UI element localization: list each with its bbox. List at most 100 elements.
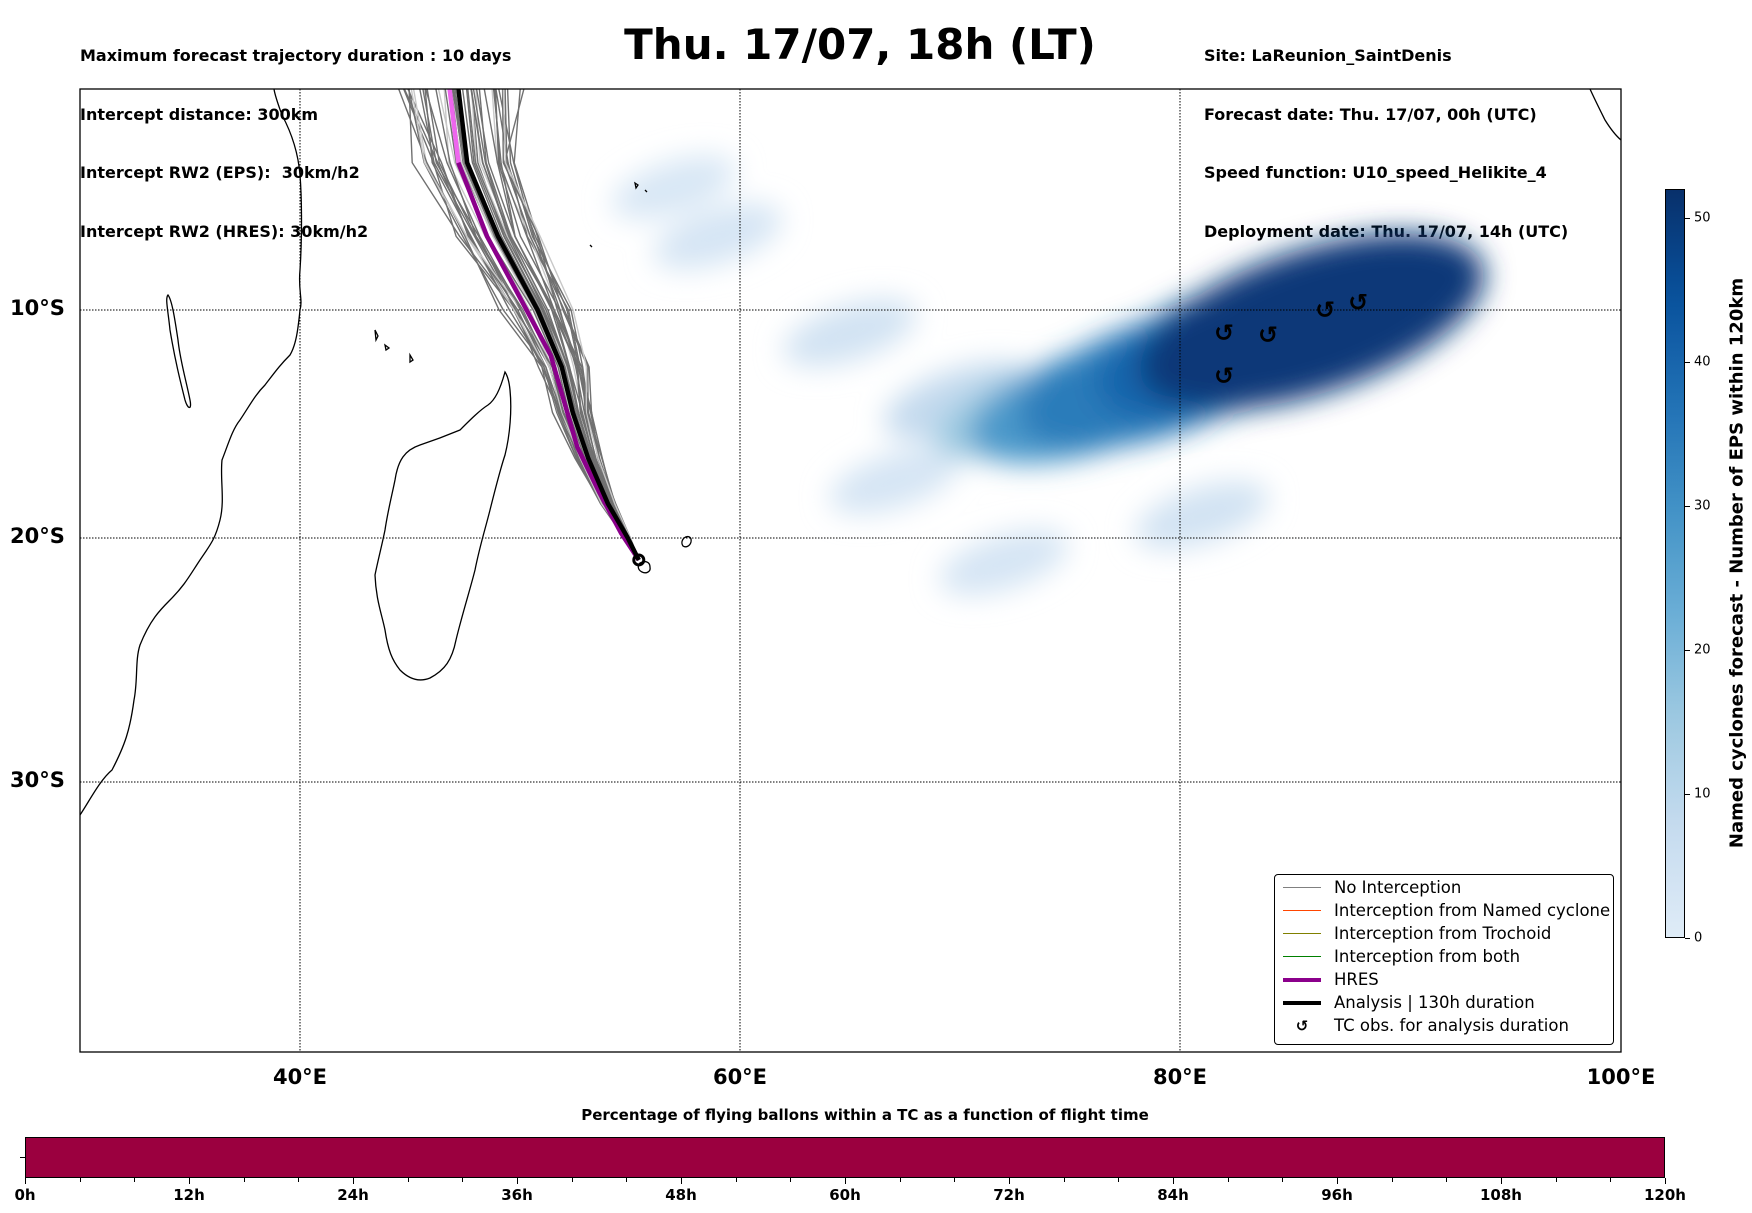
info-rw2-eps: Intercept RW2 (EPS): 30km/h2	[80, 163, 360, 182]
time-bar-title: Percentage of flying ballons within a TC…	[581, 1106, 1149, 1124]
time-bar-tick	[1063, 1178, 1065, 1182]
time-bar-tick-label: 84h	[1157, 1186, 1189, 1204]
legend-line-orange	[1283, 909, 1321, 912]
eps-trajectory	[494, 89, 640, 561]
legend-line-green	[1283, 955, 1321, 958]
eps-trajectory	[502, 89, 640, 561]
forecast-parameters: Maximum forecast trajectory duration : 1…	[80, 7, 511, 261]
info-max-duration: Maximum forecast trajectory duration : 1…	[80, 46, 512, 65]
time-bar-tick-label: 36h	[501, 1186, 533, 1204]
lon-label-80e: 80°E	[1152, 1065, 1208, 1089]
time-bar-tick-label: 120h	[1644, 1186, 1686, 1204]
colorbar-tick-label: 40	[1694, 354, 1711, 370]
time-bar-tick-label: 48h	[665, 1186, 697, 1204]
time-bar-ytick	[20, 1157, 25, 1158]
sumatra-coast	[1589, 89, 1621, 141]
time-bar-tick	[626, 1178, 628, 1182]
time-bar-tick	[790, 1178, 792, 1182]
eps-trajectory	[492, 89, 640, 561]
legend-line-black	[1283, 1000, 1321, 1005]
colorbar-tick	[1685, 505, 1690, 507]
time-bar-tick	[571, 1178, 573, 1182]
lon-label-100e: 100°E	[1586, 1065, 1656, 1089]
tc-observations: ↺ ↺ ↺ ↺ ↺	[1214, 289, 1368, 390]
eps-trajectory	[495, 89, 640, 561]
time-bar-tick-label: 108h	[1480, 1186, 1522, 1204]
map-frame	[79, 88, 1622, 1053]
time-bar-tick	[298, 1178, 300, 1182]
zanzibar-pemba	[166, 294, 192, 409]
colorbar-title: Named cyclones forecast - Number of EPS …	[1726, 277, 1748, 849]
time-bar-tick	[353, 1178, 354, 1184]
time-bar-tick	[735, 1178, 737, 1182]
density-blob	[783, 298, 917, 367]
legend-item-both: Interception from both	[1275, 945, 1520, 968]
legend-item-tc-obs: ↺ TC obs. for analysis duration	[1275, 1014, 1569, 1037]
legend-line-purple	[1283, 977, 1321, 982]
lat-label-20s: 20°S	[10, 524, 65, 548]
time-bar-tick	[25, 1178, 26, 1184]
time-bar-tick	[79, 1178, 81, 1182]
colorbar-tick-label: 30	[1694, 498, 1711, 514]
legend-line-olive	[1283, 932, 1321, 935]
info-forecast-date: Forecast date: Thu. 17/07, 00h (UTC)	[1204, 104, 1537, 124]
legend-item-trochoid: Interception from Trochoid	[1275, 922, 1551, 945]
legend-label: Interception from Named cyclone	[1334, 901, 1611, 920]
time-bar-tick	[1227, 1178, 1229, 1182]
page-title: Thu. 17/07, 18h (LT)	[624, 20, 1096, 69]
time-bar	[25, 1137, 1665, 1178]
cyclone-symbol-icon: ↺	[1214, 319, 1234, 347]
legend-label: Analysis | 130h duration	[1334, 993, 1535, 1012]
info-rw2-hres: Intercept RW2 (HRES): 30km/h2	[80, 221, 369, 241]
map-legend: No Interception Interception from Named …	[1274, 874, 1614, 1045]
hres-trajectory	[456, 161, 641, 562]
time-bar-tick	[1173, 1178, 1174, 1184]
time-bar-tick	[1665, 1178, 1666, 1184]
time-bar-tick	[517, 1178, 518, 1184]
eps-trajectory	[470, 89, 640, 561]
time-bar-tick	[845, 1178, 846, 1184]
legend-item-analysis: Analysis | 130h duration	[1275, 991, 1535, 1014]
colorbar-tick-label: 50	[1694, 210, 1711, 226]
legend-item-no-interception: No Interception	[1275, 876, 1461, 899]
density-blob	[611, 155, 737, 219]
time-bar-tick-label: 12h	[173, 1186, 205, 1204]
time-bar-tick	[1555, 1178, 1557, 1182]
launch-site-marker	[632, 553, 646, 567]
time-bar-tick	[243, 1178, 245, 1182]
time-bar-tick	[1282, 1178, 1284, 1182]
africa-coast	[80, 89, 303, 816]
cyclone-symbol-icon: ↺	[1295, 1016, 1309, 1035]
madagascar-coast	[374, 370, 512, 681]
time-bar-tick	[954, 1178, 956, 1182]
density-blob	[1139, 233, 1485, 410]
density-blob	[884, 362, 1036, 441]
density-blob	[653, 203, 783, 270]
colorbar-tick-label: 20	[1694, 642, 1711, 658]
lat-label-10s: 10°S	[10, 296, 65, 320]
colorbar-tick	[1685, 793, 1690, 795]
time-bar-tick	[1118, 1178, 1120, 1182]
colorbar-tick-label: 10	[1694, 786, 1711, 802]
coastlines	[80, 89, 1621, 816]
info-site: Site: LaReunion_SaintDenis	[1204, 46, 1452, 65]
time-bar-tick-label: 60h	[829, 1186, 861, 1204]
cyclone-symbol-icon: ↺	[1214, 362, 1234, 390]
time-bar-tick	[462, 1178, 464, 1182]
cyclone-symbol-icon: ↺	[1315, 296, 1335, 324]
info-speed-function: Speed function: U10_speed_Helikite_4	[1204, 163, 1547, 182]
time-bar-tick	[1009, 1178, 1010, 1184]
legend-label: No Interception	[1334, 878, 1462, 897]
cyclone-symbol-icon: ↺	[1348, 289, 1368, 317]
colorbar-tick	[1685, 217, 1690, 219]
colorbar-tick	[1685, 649, 1690, 651]
time-bar-tick	[1446, 1178, 1448, 1182]
legend-label: TC obs. for analysis duration	[1334, 1016, 1569, 1035]
lat-label-30s: 30°S	[10, 768, 65, 792]
legend-label: Interception from Trochoid	[1334, 924, 1552, 943]
mauritius-island	[681, 535, 692, 548]
legend-label: Interception from both	[1334, 947, 1521, 966]
analysis-trajectory	[456, 89, 641, 562]
legend-item-hres: HRES	[1275, 968, 1379, 991]
